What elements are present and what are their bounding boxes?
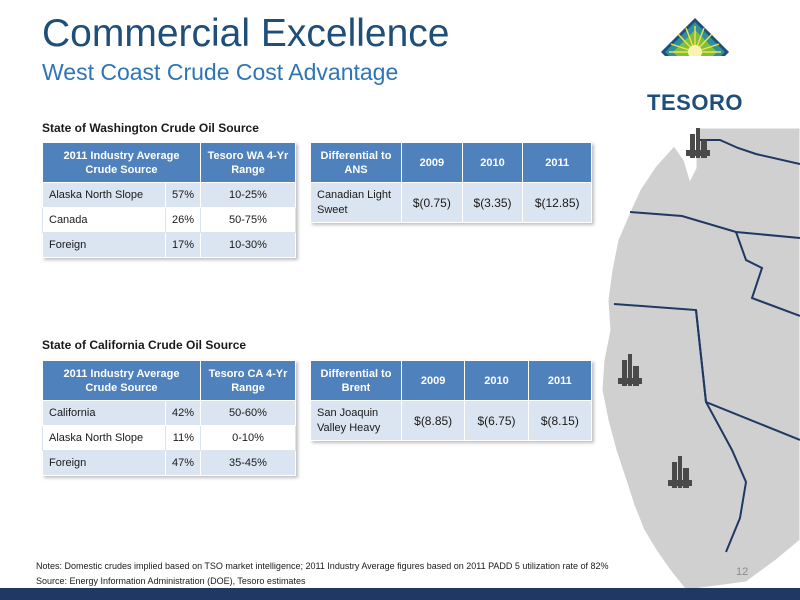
row-range: 50-60% [200,400,296,426]
row-value: $(3.35) [461,182,524,223]
column-header-source: 2011 Industry Average Crude Source [42,360,201,401]
column-header-year: 2010 [464,360,529,401]
column-header-range: Tesoro CA 4-Yr Range [200,360,296,401]
column-header-range: Tesoro WA 4-Yr Range [200,142,296,183]
column-header-year: 2011 [527,360,593,401]
column-header-differential: Differential to ANS [310,142,402,183]
california-source-table: 2011 Industry Average Crude Source Tesor… [42,360,296,476]
washington-section-title: State of Washington Crude Oil Source [42,121,259,135]
table-row: Foreign 17% 10-30% [42,232,296,258]
table-row: Canadian Light Sweet $(0.75) $(3.35) $(1… [310,182,592,223]
table-row: San Joaquin Valley Heavy $(8.85) $(6.75)… [310,400,593,441]
row-pct: 17% [164,232,202,258]
row-range: 50-75% [200,207,296,233]
footer-notes: Notes: Domestic crudes implied based on … [36,559,608,589]
row-range: 10-25% [200,182,296,208]
table-row: Alaska North Slope 11% 0-10% [42,425,296,451]
refinery-icon [668,456,692,488]
row-name: Foreign [42,232,166,258]
column-header-differential: Differential to Brent [310,360,402,401]
row-range: 0-10% [200,425,296,451]
column-header-year: 2009 [400,360,466,401]
california-section-title: State of California Crude Oil Source [42,338,247,352]
column-header-year: 2011 [522,142,592,183]
row-value: $(0.75) [401,182,463,223]
row-value: $(8.15) [527,400,593,441]
west-coast-map [601,127,800,590]
table-row: Foreign 47% 35-45% [42,450,296,476]
table-row: Canada 26% 50-75% [42,207,296,233]
tesoro-logo-icon [661,18,729,86]
footer-bar [0,588,800,600]
table-row: California 42% 50-60% [42,400,296,426]
page-title: Commercial Excellence [42,12,450,55]
row-value: $(8.85) [400,400,466,441]
column-header-source: 2011 Industry Average Crude Source [42,142,201,183]
row-value: $(12.85) [522,182,592,223]
washington-differential-table: Differential to ANS 2009 2010 2011 Canad… [310,142,592,223]
refinery-icon [618,354,642,386]
source-text: Source: Energy Information Administratio… [36,576,306,586]
row-name: Alaska North Slope [42,182,166,208]
row-name: Canadian Light Sweet [310,182,402,223]
column-header-year: 2010 [461,142,524,183]
row-name: Canada [42,207,166,233]
row-name: Alaska North Slope [42,425,166,451]
california-differential-table: Differential to Brent 2009 2010 2011 San… [310,360,593,441]
page-subtitle: West Coast Crude Cost Advantage [42,59,399,85]
refinery-icon [686,128,710,158]
row-pct: 26% [164,207,202,233]
row-pct: 42% [164,400,202,426]
row-name: Foreign [42,450,166,476]
page-number: 12 [736,566,749,578]
logo-text: TESORO [647,90,743,115]
row-name: California [42,400,166,426]
row-range: 35-45% [200,450,296,476]
row-value: $(6.75) [464,400,529,441]
row-range: 10-30% [200,232,296,258]
table-row: Alaska North Slope 57% 10-25% [42,182,296,208]
column-header-year: 2009 [401,142,463,183]
row-pct: 57% [164,182,202,208]
row-name: San Joaquin Valley Heavy [310,400,402,441]
row-pct: 47% [164,450,202,476]
row-pct: 11% [164,425,202,451]
notes-text: Notes: Domestic crudes implied based on … [36,561,609,571]
washington-source-table: 2011 Industry Average Crude Source Tesor… [42,142,296,258]
